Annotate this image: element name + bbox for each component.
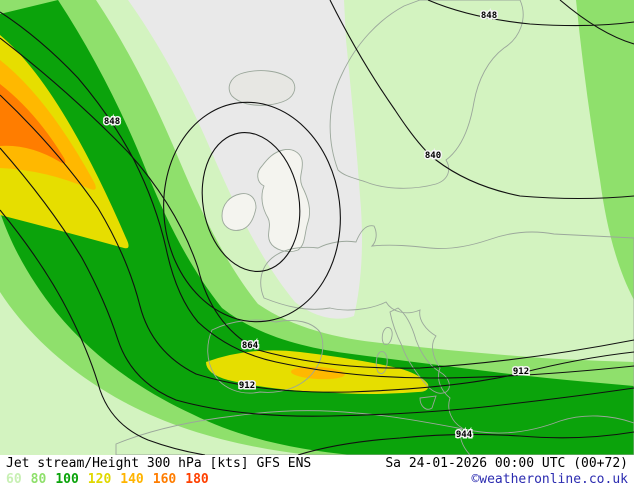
footer-row-title: Jet stream/Height 300 hPa [kts] GFS ENS … <box>6 456 628 472</box>
map-title: Jet stream/Height 300 hPa [kts] GFS ENS <box>6 456 312 471</box>
copyright-link[interactable]: ©weatheronline.co.uk <box>471 472 628 487</box>
contour-label: 864 <box>242 341 259 351</box>
legend-value: 80 <box>30 472 47 487</box>
legend-scale: 60 80 100 120 140 160 180 <box>6 472 218 488</box>
map-canvas: 848 848 840 864 912 912 944 <box>0 0 634 455</box>
contour-labels-layer: 848 848 840 864 912 912 944 <box>102 10 530 442</box>
contour-label: 848 <box>481 11 497 21</box>
valid-datetime: Sa 24-01-2026 00:00 UTC (00+72) <box>385 456 628 471</box>
legend-value: 60 <box>6 472 22 487</box>
contour-label: 840 <box>425 151 441 161</box>
jet-band-140-south <box>291 366 345 380</box>
jet-band-140-northwest <box>0 60 96 190</box>
legend-value: 100 <box>55 472 79 487</box>
legend-value: 180 <box>185 472 209 487</box>
jet-band-layer <box>0 0 634 455</box>
legend-value: 160 <box>152 472 177 487</box>
jet-band-80-east <box>576 0 634 300</box>
jet-band-160-northwest <box>0 84 66 164</box>
contour-label: 912 <box>239 381 255 391</box>
legend-value: 120 <box>87 472 112 487</box>
jet-band-100 <box>0 0 634 455</box>
footer: Jet stream/Height 300 hPa [kts] GFS ENS … <box>0 455 634 490</box>
contour-label: 912 <box>513 367 529 377</box>
contour-label: 944 <box>456 430 473 440</box>
footer-row-legend: 60 80 100 120 140 160 180 ©weatheronline.co.uk <box>6 472 628 488</box>
legend-value: 140 <box>120 472 144 487</box>
contour-layer <box>0 0 634 455</box>
contour-label: 848 <box>104 117 120 127</box>
